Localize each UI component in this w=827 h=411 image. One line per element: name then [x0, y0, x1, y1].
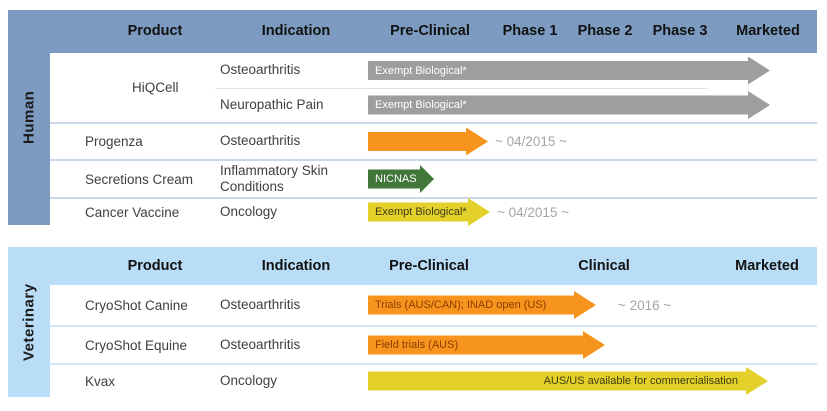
milestone-date: ~ 04/2015 ~ — [495, 134, 568, 149]
column-header-phase2: Phase 2 — [577, 23, 633, 39]
column-header-indication: Indication — [261, 258, 331, 274]
product-name: Secretions Cream — [85, 171, 194, 187]
table-row: CryoShot Canine Osteoarthritis Trials (A… — [50, 285, 817, 325]
timeline: Exempt Biological* ~ 04/2015 ~ — [362, 198, 817, 226]
stage-arrow: Exempt Biological* — [368, 57, 770, 85]
product-name: CryoShot Equine — [85, 337, 188, 353]
table-subrow: Neuropathic Pain Exempt Biological* — [215, 88, 817, 122]
product-name: Progenza — [85, 134, 143, 149]
human-section: Human Product Indication Pre-Clinical Ph… — [8, 10, 817, 225]
stage-arrow — [368, 128, 488, 156]
product-name: HiQCell — [132, 80, 179, 95]
timeline: Trials (AUS/CAN); INAD open (US) ~ 2016 … — [362, 291, 817, 319]
product-name: CryoShot Canine — [85, 297, 188, 313]
timeline: AUS/US available for commercialisation — [362, 367, 817, 395]
indication-name: Oncology — [220, 372, 278, 388]
stage-arrow-label: Exempt Biological* — [375, 64, 467, 77]
table-row: HiQCell Osteoarthritis Exempt Biological… — [50, 53, 817, 122]
veterinary-section: Veterinary Product Indication Pre-Clinic… — [8, 247, 817, 397]
stage-arrow: Exempt Biological* — [368, 198, 490, 226]
stage-arrow: Exempt Biological* — [368, 91, 770, 119]
veterinary-table-body: CryoShot Canine Osteoarthritis Trials (A… — [50, 285, 817, 397]
human-section-label: Human — [20, 90, 38, 145]
column-header-indication: Indication — [261, 23, 331, 39]
stage-arrow-label: Trials (AUS/CAN); INAD open (US) — [375, 299, 547, 311]
stage-arrow-label: Field trials (AUS) — [375, 339, 459, 351]
milestone-date: ~ 2016 ~ — [618, 297, 672, 313]
column-header-product: Product — [127, 258, 183, 274]
indication-name: Osteoarthritis — [220, 133, 301, 149]
table-row: CryoShot Equine Osteoarthritis Field tri… — [50, 325, 817, 363]
veterinary-section-label: Veterinary — [20, 283, 38, 361]
milestone-date: ~ 04/2015 ~ — [497, 204, 570, 220]
table-subrow: Osteoarthritis Exempt Biological* — [215, 53, 817, 88]
column-header-marketed: Marketed — [735, 258, 799, 274]
stage-arrow: Trials (AUS/CAN); INAD open (US) — [368, 291, 596, 319]
product-name: Kvax — [85, 373, 116, 389]
column-header-preclinical: Pre-Clinical — [389, 258, 469, 274]
human-table-body: HiQCell Osteoarthritis Exempt Biological… — [50, 53, 817, 225]
column-header-preclinical: Pre-Clinical — [390, 23, 470, 39]
stage-arrow-label: AUS/US available for commercialisation — [543, 375, 738, 387]
stage-arrow: Field trials (AUS) — [368, 331, 605, 359]
table-row: Cancer Vaccine Oncology Exempt Biologica… — [50, 197, 817, 225]
indication-name: Oncology — [220, 203, 278, 219]
table-row: Secretions Cream Inflammatory Skin Condi… — [50, 159, 817, 197]
stage-arrow-label: Exempt Biological* — [375, 99, 467, 111]
stage-arrow-label: Exempt Biological* — [375, 206, 467, 218]
timeline: Exempt Biological* — [362, 91, 817, 119]
table-row: Progenza Osteoarthritis ~ 04/2015 ~ — [50, 122, 817, 159]
stage-arrow: AUS/US available for commercialisation — [368, 367, 768, 395]
column-header-product: Product — [127, 23, 183, 39]
indication-name: Neuropathic Pain — [220, 96, 324, 112]
product-name: Cancer Vaccine — [85, 204, 180, 220]
stage-arrow: NICNAS — [368, 165, 434, 193]
indication-name: Osteoarthritis — [220, 296, 301, 312]
timeline: NICNAS — [362, 165, 817, 193]
indication-name: Osteoarthritis — [220, 62, 301, 78]
column-header-phase1: Phase 1 — [502, 23, 558, 39]
timeline: ~ 04/2015 ~ — [362, 128, 817, 156]
column-header-clinical: Clinical — [578, 258, 630, 274]
column-header-phase3: Phase 3 — [652, 23, 708, 39]
subrow-divider — [215, 88, 707, 89]
timeline: Field trials (AUS) — [362, 331, 817, 359]
table-row: Kvax Oncology AUS/US available for comme… — [50, 363, 817, 397]
column-header-marketed: Marketed — [736, 23, 800, 39]
timeline: Exempt Biological* — [362, 57, 817, 85]
indication-name: Inflammatory Skin Conditions — [220, 162, 329, 194]
stage-arrow-label: NICNAS — [375, 173, 417, 185]
indication-name: Osteoarthritis — [220, 336, 301, 352]
